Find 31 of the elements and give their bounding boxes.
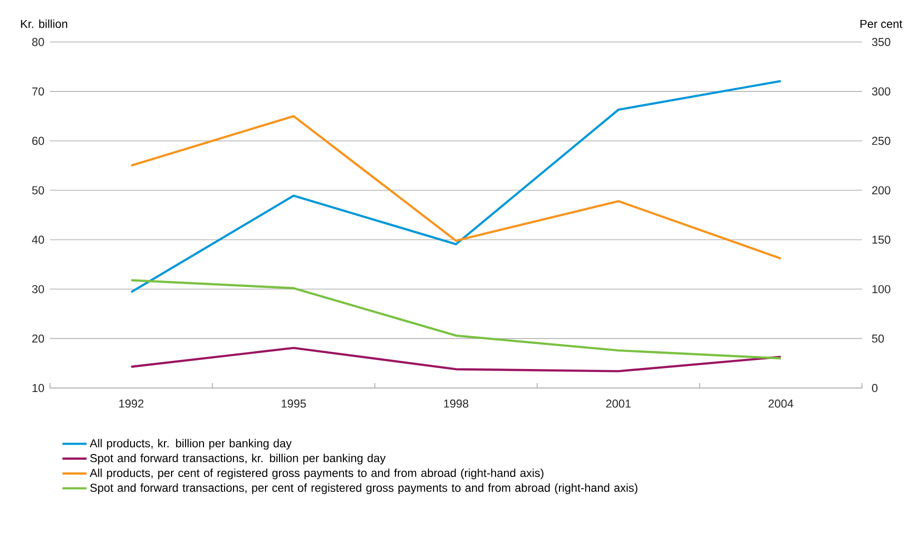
line-series xyxy=(130,115,782,260)
legend-label: Spot and forward transactions, per cent of registered gross payments to and from abroad (right-hand axis) xyxy=(90,483,638,494)
y2-tick-label: 150 xyxy=(872,236,890,244)
y2-tick-label: 100 xyxy=(872,285,890,294)
y-tick-label: 40 xyxy=(32,236,44,244)
y2-tick-label: 0 xyxy=(872,384,878,392)
y2-tick-label: 300 xyxy=(872,87,890,96)
line-series xyxy=(130,279,782,360)
line-series xyxy=(130,346,782,372)
x-tick-label: 1992 xyxy=(119,400,144,408)
x-tick-label: 2004 xyxy=(768,400,794,408)
y-tick-label: 80 xyxy=(32,38,44,46)
y-tick-label: 70 xyxy=(32,87,44,96)
y-tick-label: 50 xyxy=(32,186,44,194)
y2-tick-label: 350 xyxy=(872,38,890,46)
line-series xyxy=(130,80,782,294)
x-tick-label: 1995 xyxy=(282,400,306,408)
legend-label: Spot and forward transactions, kr. billion per banking day xyxy=(90,454,386,464)
y2-tick-label: 200 xyxy=(872,186,890,194)
legend-label: All products, kr. billion per banking day xyxy=(90,438,292,450)
y2-axis-title: Per cent xyxy=(860,20,902,28)
x-tick-label: 1998 xyxy=(444,400,468,408)
y-tick-label: 20 xyxy=(32,334,44,343)
y2-tick-label: 250 xyxy=(872,136,890,145)
legend-label: All products, per cent of registered gross payments to and from abroad (right-hand axis) xyxy=(90,468,544,480)
y-tick-label: 30 xyxy=(32,285,44,294)
y2-tick-label: 50 xyxy=(872,334,884,343)
x-tick-label: 2001 xyxy=(606,400,631,408)
y-tick-label: 60 xyxy=(32,136,44,145)
y-axis-title: Kr. billion xyxy=(21,20,68,28)
y-tick-label: 10 xyxy=(32,384,44,392)
